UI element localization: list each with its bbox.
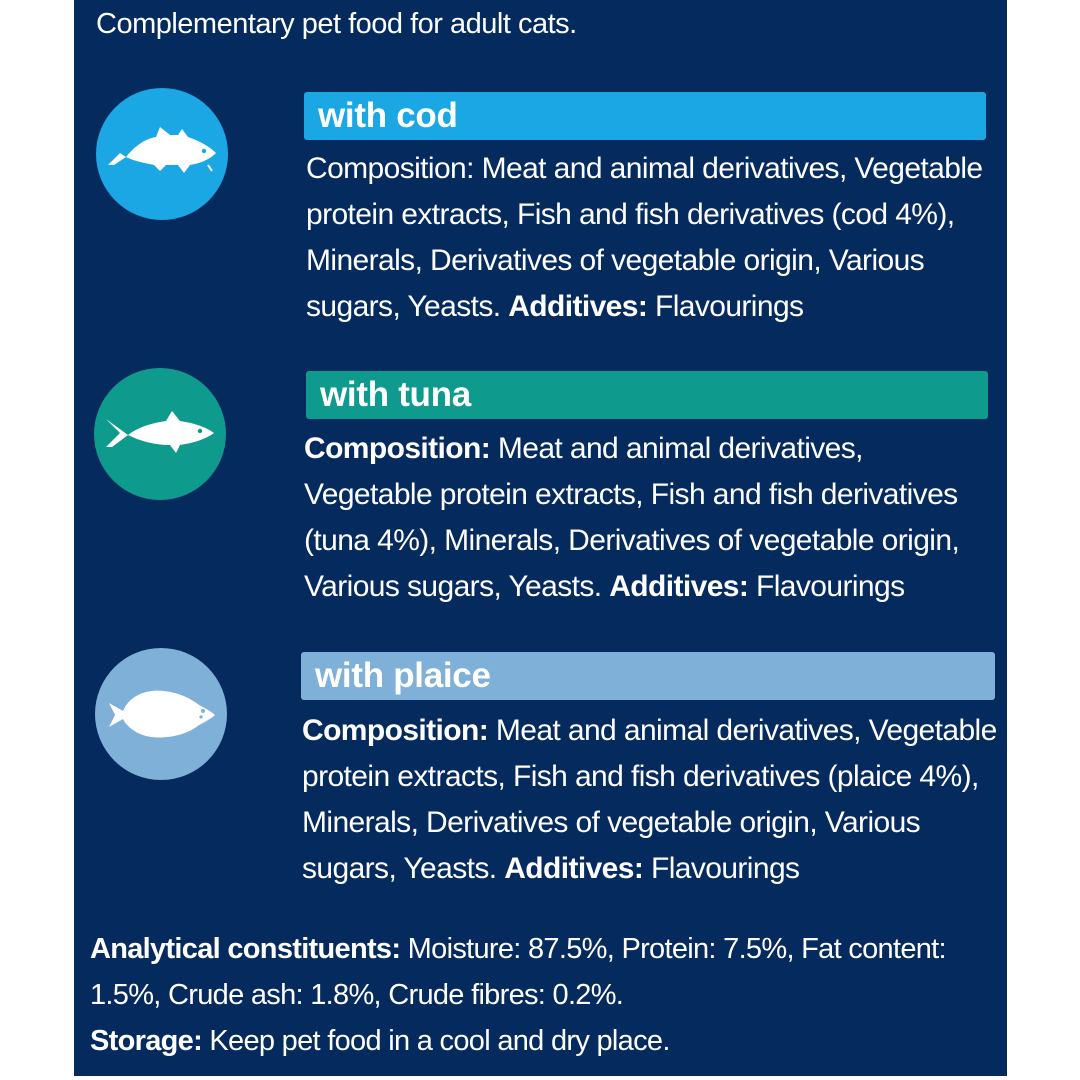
composition-label: Composition: xyxy=(306,152,474,185)
cod-header: with cod xyxy=(304,92,986,140)
composition-text: Meat and animal derivatives, Vegetable p… xyxy=(306,152,983,323)
analytical-constituents: Analytical constituents: Moisture: 87.5%… xyxy=(90,926,1000,1064)
additives-text: Flavourings xyxy=(647,290,804,323)
cod-fish-icon xyxy=(108,127,216,173)
composition-label: Composition: xyxy=(302,714,489,747)
plaice-fish-icon xyxy=(109,690,215,738)
food-info-panel: Complementary pet food for adult cats. w… xyxy=(74,0,1007,1076)
composition-text: Meat and animal derivatives, Vegetable p… xyxy=(304,432,960,603)
analytical-text: Moisture: 87.5%, Protein: 7.5%, Fat cont… xyxy=(90,933,947,1011)
storage-text: Keep pet food in a cool and dry place. xyxy=(202,1025,670,1057)
plaice-badge xyxy=(95,648,227,780)
intro-text: Complementary pet food for adult cats. xyxy=(96,8,577,40)
additives-label: Additives: xyxy=(504,852,644,885)
additives-label: Additives: xyxy=(508,290,648,323)
tuna-fish-icon xyxy=(106,411,214,453)
composition-text: Meat and animal derivatives, Vegetable p… xyxy=(302,714,997,885)
composition-label: Composition: xyxy=(304,432,491,465)
plaice-composition: Composition: Meat and animal derivatives… xyxy=(302,708,1002,892)
analytical-label: Analytical constituents: xyxy=(90,933,401,965)
tuna-composition: Composition: Meat and animal derivatives… xyxy=(304,426,994,610)
storage-label: Storage: xyxy=(90,1025,203,1057)
cod-badge xyxy=(96,88,228,220)
cod-composition: Composition: Meat and animal derivatives… xyxy=(306,146,996,330)
plaice-header: with plaice xyxy=(301,652,995,700)
tuna-badge xyxy=(94,368,226,500)
tuna-header: with tuna xyxy=(306,371,988,419)
additives-text: Flavourings xyxy=(643,852,800,885)
additives-label: Additives: xyxy=(609,570,749,603)
additives-text: Flavourings xyxy=(748,570,905,603)
